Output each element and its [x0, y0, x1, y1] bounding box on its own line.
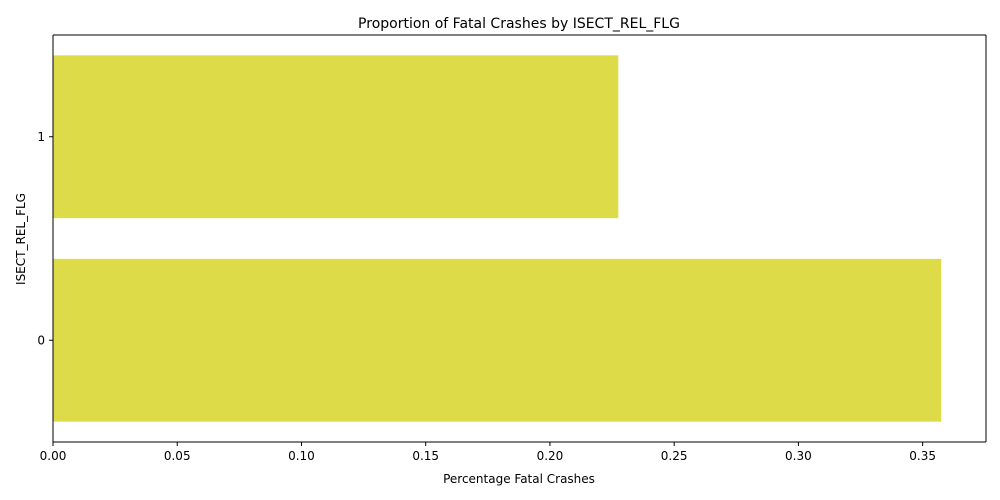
y-axis-ticks: 10 — [37, 130, 53, 347]
bars-group — [53, 55, 942, 422]
x-tick-label: 0.30 — [785, 449, 812, 463]
x-tick-label: 0.20 — [537, 449, 564, 463]
y-axis-label: ISECT_REL_FLG — [14, 193, 28, 285]
y-tick-label: 1 — [37, 130, 45, 144]
x-axis-ticks: 0.00 0.05 0.10 0.15 0.20 0.25 0.30 0.35 — [40, 442, 936, 463]
x-tick-label: 0.05 — [164, 449, 191, 463]
bar-0 — [53, 258, 942, 422]
chart-title: Proportion of Fatal Crashes by ISECT_REL… — [358, 16, 680, 32]
x-tick-label: 0.15 — [412, 449, 439, 463]
axes-frame — [52, 34, 987, 443]
y-tick-label: 0 — [37, 333, 45, 347]
x-tick-label: 0.25 — [661, 449, 688, 463]
x-tick-label: 0.35 — [909, 449, 936, 463]
x-tick-label: 0.10 — [288, 449, 315, 463]
bar-1 — [53, 55, 619, 219]
x-axis-label: Percentage Fatal Crashes — [443, 472, 595, 486]
x-tick-label: 0.00 — [40, 449, 67, 463]
